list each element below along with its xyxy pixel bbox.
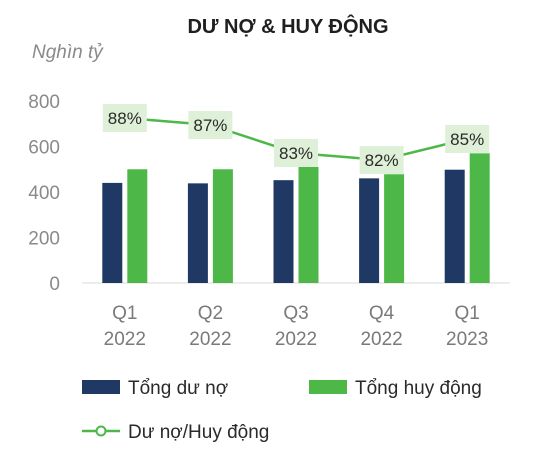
legend-label-deposits: Tổng huy động (355, 378, 482, 399)
x-tick-label: Q1 2022 (104, 303, 146, 350)
ratio-data-label: 83% (279, 144, 313, 163)
ratio-label-bg (359, 146, 404, 174)
ratio-label-bg (102, 104, 147, 132)
chart-title: DƯ NỢ & HUY ĐỘNG (187, 14, 388, 38)
ratio-label-bg (188, 111, 233, 139)
ratio-label-bg (274, 139, 318, 167)
y-tick-label: 400 (28, 183, 60, 204)
bar-tong-du-no (273, 180, 294, 283)
x-tick-label: Q2 2022 (189, 303, 231, 350)
ratio-label-bg (445, 125, 490, 153)
legend-swatch-loans (82, 380, 120, 394)
legend-swatch-deposits (309, 380, 347, 394)
y-tick-label: 800 (28, 92, 60, 113)
unit-label: Nghìn tỷ (32, 42, 104, 63)
x-tick-label: Q4 2022 (360, 303, 402, 350)
legend-label-ratio: Dư nợ/Huy động (128, 422, 269, 443)
ratio-data-label: 82% (365, 151, 399, 170)
bar-tong-huy-dong (384, 174, 405, 283)
y-tick-label: 600 (28, 138, 60, 159)
bar-tong-huy-dong (469, 153, 490, 283)
bar-tong-du-no (359, 178, 380, 283)
ratio-line-group: 88% 87% 83% 82% 85% (102, 104, 490, 174)
y-axis: 0 200 400 600 800 (28, 92, 60, 295)
bar-tong-du-no (187, 183, 208, 283)
ratio-data-label: 88% (108, 109, 142, 128)
bar-tong-huy-dong (127, 169, 148, 283)
ratio-data-label: 87% (193, 116, 227, 135)
legend: Tổng dư nợ Tổng huy động Dư nợ/Huy động (82, 378, 482, 443)
x-tick-label: Q3 2022 (275, 303, 317, 350)
bar-tong-huy-dong (212, 169, 233, 283)
ratio-data-label: 85% (450, 130, 484, 149)
bar-tong-huy-dong (298, 166, 319, 283)
x-tick-label: Q1 2023 (446, 303, 488, 350)
y-tick-label: 0 (49, 274, 60, 295)
legend-label-loans: Tổng dư nợ (128, 378, 228, 399)
legend-swatch-ratio-marker (95, 425, 107, 437)
bar-tong-du-no (444, 169, 465, 283)
bar-tong-du-no (102, 182, 123, 283)
x-axis: Q1 2022 Q2 2022 Q3 2022 Q4 2022 Q1 2023 (104, 303, 489, 350)
bars (102, 153, 490, 283)
y-tick-label: 200 (28, 229, 60, 250)
